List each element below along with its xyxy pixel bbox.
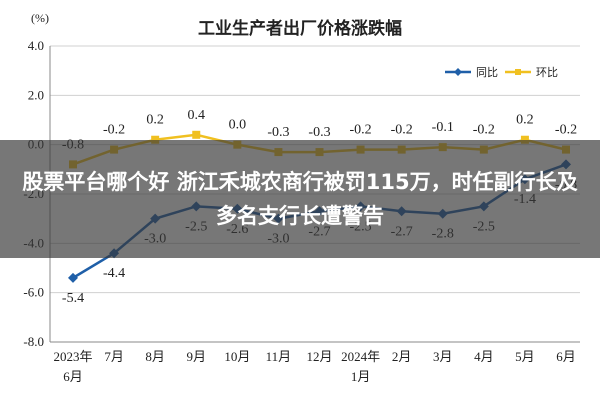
data-label: -0.2 <box>473 123 495 138</box>
data-label: -0.3 <box>308 125 330 140</box>
data-label: -4.4 <box>103 266 125 281</box>
headline-text: 股票平台哪个好 浙江禾城农商行被罚115万，时任副行长及多名支行长遭警告 <box>20 165 580 233</box>
legend-label: 环比 <box>536 66 558 79</box>
x-tick-label: 6月 <box>556 349 576 364</box>
x-tick-label: 11月 <box>266 349 292 364</box>
x-tick-label: 12月 <box>306 349 332 364</box>
x-tick-label: 4月 <box>474 349 494 364</box>
data-label: -5.4 <box>62 291 84 306</box>
data-label: -0.2 <box>349 123 371 138</box>
x-tick-label: 8月 <box>145 349 165 364</box>
x-tick-label: 2023年 <box>53 349 92 364</box>
legend-marker <box>515 69 521 75</box>
x-tick-label: 7月 <box>104 349 124 364</box>
data-label: 0.4 <box>188 108 206 123</box>
legend: 同比 环比 <box>445 66 558 79</box>
y-tick-label: -6.0 <box>23 285 44 300</box>
data-point <box>192 131 200 139</box>
chart-title: 工业生产者出厂价格涨跌幅 <box>198 18 402 39</box>
data-label: 0.2 <box>516 113 534 128</box>
y-unit-label: (%) <box>31 11 49 25</box>
data-label: -0.2 <box>103 123 125 138</box>
x-tick-label: 10月 <box>224 349 250 364</box>
x-tick-label: 5月 <box>515 349 535 364</box>
headline-banner[interactable]: 股票平台哪个好 浙江禾城农商行被罚115万，时任副行长及多名支行长遭警告 <box>0 140 600 258</box>
x-tick-label: 3月 <box>433 349 453 364</box>
x-tick-label: 9月 <box>186 349 206 364</box>
y-tick-label: 4.0 <box>28 38 44 53</box>
data-label: -0.2 <box>555 123 577 138</box>
data-label: -0.2 <box>391 123 413 138</box>
x-tick-label: 6月 <box>63 369 83 384</box>
x-tick-label: 2024年 <box>341 349 380 364</box>
data-label: 0.0 <box>229 118 247 133</box>
x-tick-label: 2月 <box>392 349 412 364</box>
legend-marker <box>454 68 462 76</box>
y-tick-label: -8.0 <box>23 334 44 349</box>
data-label: -0.3 <box>267 125 289 140</box>
y-tick-label: 2.0 <box>28 87 44 102</box>
data-label: 0.2 <box>146 113 164 128</box>
data-label: -0.1 <box>432 120 454 135</box>
x-tick-label: 1月 <box>351 369 371 384</box>
legend-label: 同比 <box>476 66 498 79</box>
